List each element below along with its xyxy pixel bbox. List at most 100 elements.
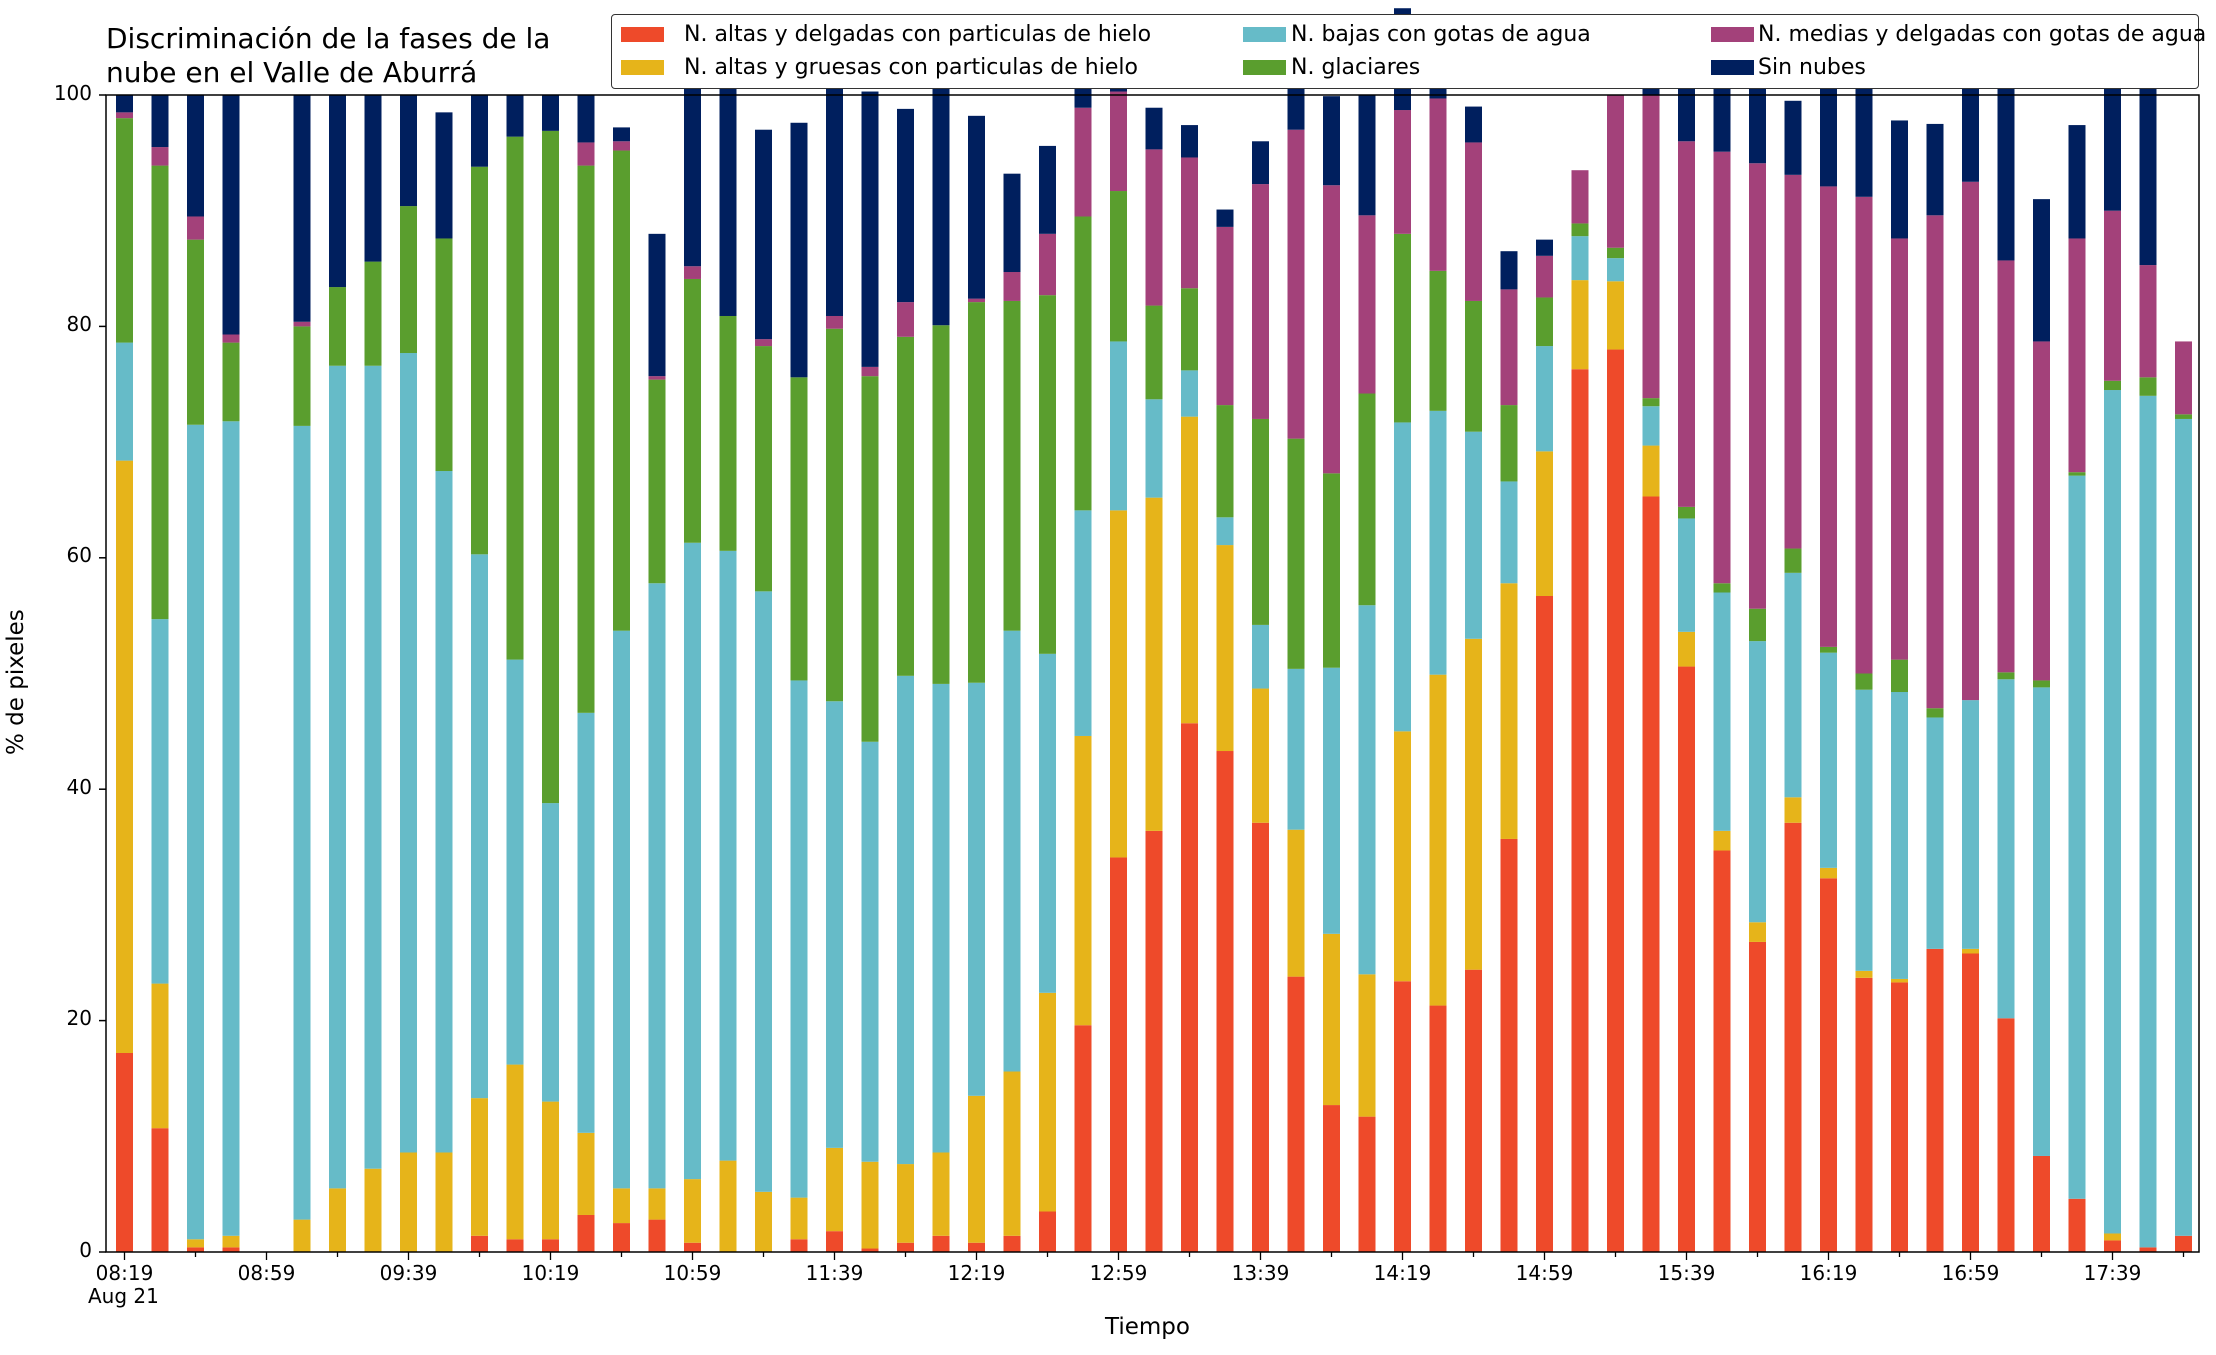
legend-swatch: [621, 60, 664, 75]
bar-segment: [1713, 850, 1731, 1252]
bar-segment: [1323, 667, 1340, 934]
bar-segment: [1820, 867, 1837, 879]
bar-segment: [755, 1191, 772, 1252]
bar-segment: [861, 1161, 879, 1249]
x-tick-label: 09:39: [379, 1261, 438, 1285]
bar-segment: [1110, 191, 1127, 342]
bar-segment: [293, 95, 311, 322]
bar-segment: [1323, 185, 1340, 474]
bar-segment: [116, 118, 133, 343]
bar-segment: [1039, 1211, 1056, 1252]
bar-segment: [684, 278, 701, 543]
bar-segment: [1216, 209, 1234, 227]
bar-segment: [1145, 305, 1163, 400]
bar-segment: [1678, 506, 1695, 519]
bar-segment: [1358, 974, 1376, 1117]
bar-segment: [1323, 933, 1340, 1106]
bar-segment: [1784, 100, 1802, 175]
bar-segment: [364, 1168, 382, 1252]
legend-swatch: [1711, 60, 1754, 75]
bar-segment: [1571, 170, 1589, 224]
bar-segment: [826, 1147, 843, 1232]
bar-segment: [542, 130, 559, 804]
bar-segment: [861, 741, 879, 1162]
bar-segment: [1039, 233, 1056, 296]
bar-segment: [1749, 641, 1766, 923]
bar-segment: [1749, 163, 1766, 609]
bar-segment: [151, 983, 169, 1129]
bar-segment: [826, 1231, 843, 1252]
bar-segment: [1465, 300, 1482, 432]
bar-segment: [1181, 288, 1198, 371]
bar-segment: [1429, 410, 1447, 675]
bar-segment: [968, 302, 985, 683]
bar-segment: [2104, 210, 2121, 381]
bar-segment: [1252, 418, 1269, 625]
bar-segment: [790, 680, 808, 1198]
bar-segment: [1855, 970, 1873, 978]
bar-segment: [755, 591, 772, 1192]
bar-segment: [1713, 151, 1731, 584]
y-tick-label: 80: [66, 312, 92, 336]
bar-segment: [755, 346, 772, 592]
bar-segment: [293, 321, 311, 327]
x-axis-label: Tiempo: [1105, 1314, 1190, 1340]
bar-segment: [542, 803, 559, 1102]
bar-segment: [1039, 653, 1056, 993]
bar-segment: [1003, 272, 1021, 301]
bar-segment: [1500, 289, 1518, 406]
bar-segment: [1003, 630, 1021, 1072]
bar-segment: [1642, 406, 1660, 446]
bar-segment: [1749, 608, 1766, 642]
bar-segment: [435, 112, 453, 239]
bar-segment: [1039, 992, 1056, 1212]
bar-segment: [684, 1179, 701, 1243]
bar-segment: [1287, 668, 1305, 830]
bar-segment: [1891, 238, 1908, 660]
bar-segment: [1500, 251, 1518, 290]
bar-segment: [542, 1101, 559, 1240]
bar-segment: [1891, 978, 1908, 983]
bar-segment: [968, 1095, 985, 1243]
bar-segment: [826, 315, 843, 329]
bar-segment: [648, 379, 666, 584]
bar-segment: [1678, 518, 1695, 632]
bar-segment: [1465, 106, 1482, 143]
bar-segment: [506, 1064, 524, 1240]
bar-segment: [1110, 857, 1127, 1252]
bar-segment: [719, 315, 737, 551]
bar-segment: [2175, 418, 2192, 1236]
bar-segment: [1784, 797, 1802, 823]
x-tick-sublabel: Aug 21: [88, 1284, 159, 1308]
bar-segment: [932, 325, 950, 684]
bar-segment: [1820, 646, 1837, 653]
bar-segment: [684, 48, 701, 267]
bar-segment: [293, 1219, 311, 1252]
bar-segment: [1394, 422, 1411, 732]
y-tick-label: 40: [66, 775, 92, 799]
bar-segment: [400, 95, 417, 207]
bar-segment: [719, 1160, 737, 1252]
bar-segment: [506, 95, 524, 137]
bar-segment: [1145, 497, 1163, 831]
y-axis-label: % de pixeles: [3, 609, 29, 755]
bar-segment: [613, 127, 630, 142]
bar-segment: [1962, 700, 1979, 949]
bar-segment: [1181, 125, 1198, 158]
bar-segment: [400, 206, 417, 354]
bar-segment: [1074, 735, 1092, 1026]
bar-segment: [1287, 829, 1305, 977]
bar-segment: [1607, 258, 1624, 282]
x-tick-label: 14:19: [1373, 1261, 1432, 1285]
bar-segment: [1571, 280, 1589, 370]
bar-segment: [364, 95, 382, 262]
bar-segment: [1216, 405, 1234, 518]
bar-segment: [542, 95, 559, 131]
bar-segment: [648, 1219, 666, 1252]
bar-segment: [1252, 624, 1269, 689]
bar-segment: [1962, 181, 1979, 701]
x-tick-label: 10:59: [663, 1261, 722, 1285]
bar-segment: [861, 1248, 879, 1252]
bar-segment: [861, 366, 879, 377]
bar-segment: [968, 1242, 985, 1252]
